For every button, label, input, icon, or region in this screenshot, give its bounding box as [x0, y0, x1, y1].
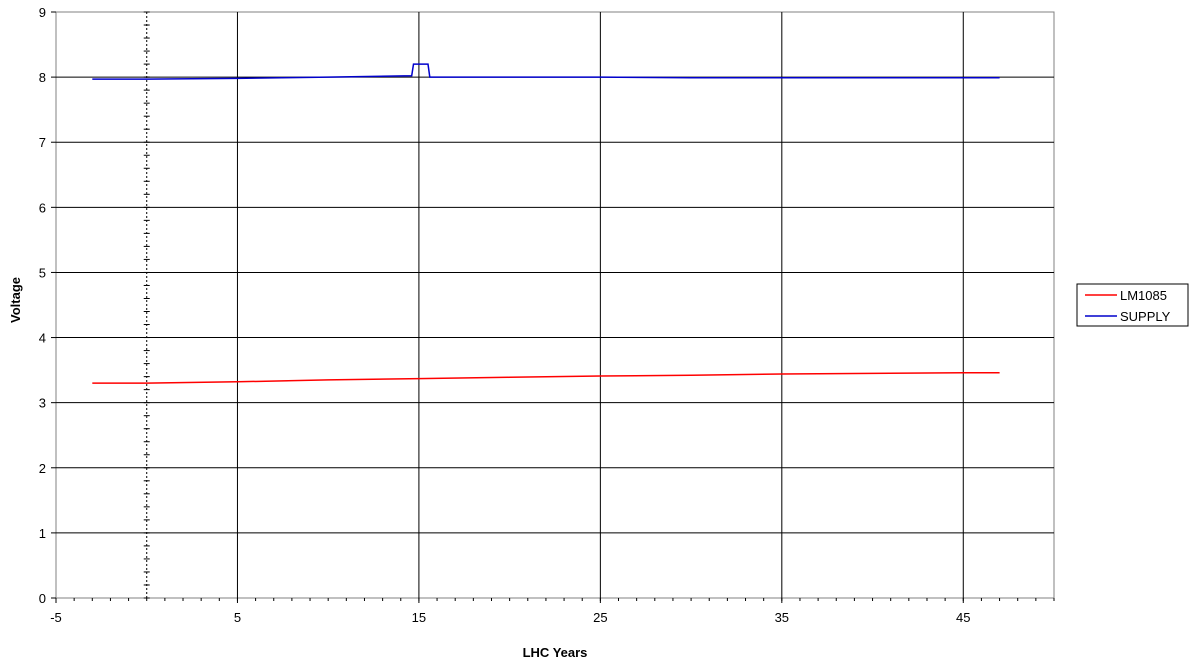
- x-tick-label: 35: [775, 610, 789, 625]
- y-tick-label: 9: [39, 5, 46, 20]
- y-tick-label: 3: [39, 396, 46, 411]
- minor-ticks: [55, 11, 1055, 601]
- series-lines: [92, 63, 1000, 384]
- x-axis-title: LHC Years: [523, 645, 588, 660]
- y-tick-label: 8: [39, 70, 46, 85]
- legend-label-supply: SUPPLY: [1120, 309, 1171, 324]
- series-line-lm1085: [92, 371, 1000, 384]
- y-tick-label: 0: [39, 591, 46, 606]
- y-tick-label: 4: [39, 331, 46, 346]
- x-tick-label: -5: [50, 610, 62, 625]
- legend: LM1085 SUPPLY: [1076, 283, 1189, 327]
- y-tick-label: 7: [39, 135, 46, 150]
- y-tick-label: 5: [39, 265, 46, 280]
- y-tick-label: 1: [39, 526, 46, 541]
- x-tick-label: 5: [234, 610, 241, 625]
- series-line-supply: [92, 63, 1000, 80]
- y-tick-labels: 0 1 2 3 4 5 6 7 8 9: [39, 5, 46, 606]
- legend-label-lm1085: LM1085: [1120, 288, 1167, 303]
- x-gridlines: [55, 12, 964, 603]
- legend-box: [1076, 283, 1189, 327]
- y-tick-label: 2: [39, 461, 46, 476]
- x-tick-labels: -5 5 15 25 35 45: [50, 610, 970, 625]
- y-axis-title: Voltage: [8, 277, 23, 323]
- x-tick-label: 15: [412, 610, 426, 625]
- plot-area: [55, 11, 1055, 599]
- y-tick-label: 6: [39, 200, 46, 215]
- x-tick-label: 25: [593, 610, 607, 625]
- x-tick-label: 45: [956, 610, 970, 625]
